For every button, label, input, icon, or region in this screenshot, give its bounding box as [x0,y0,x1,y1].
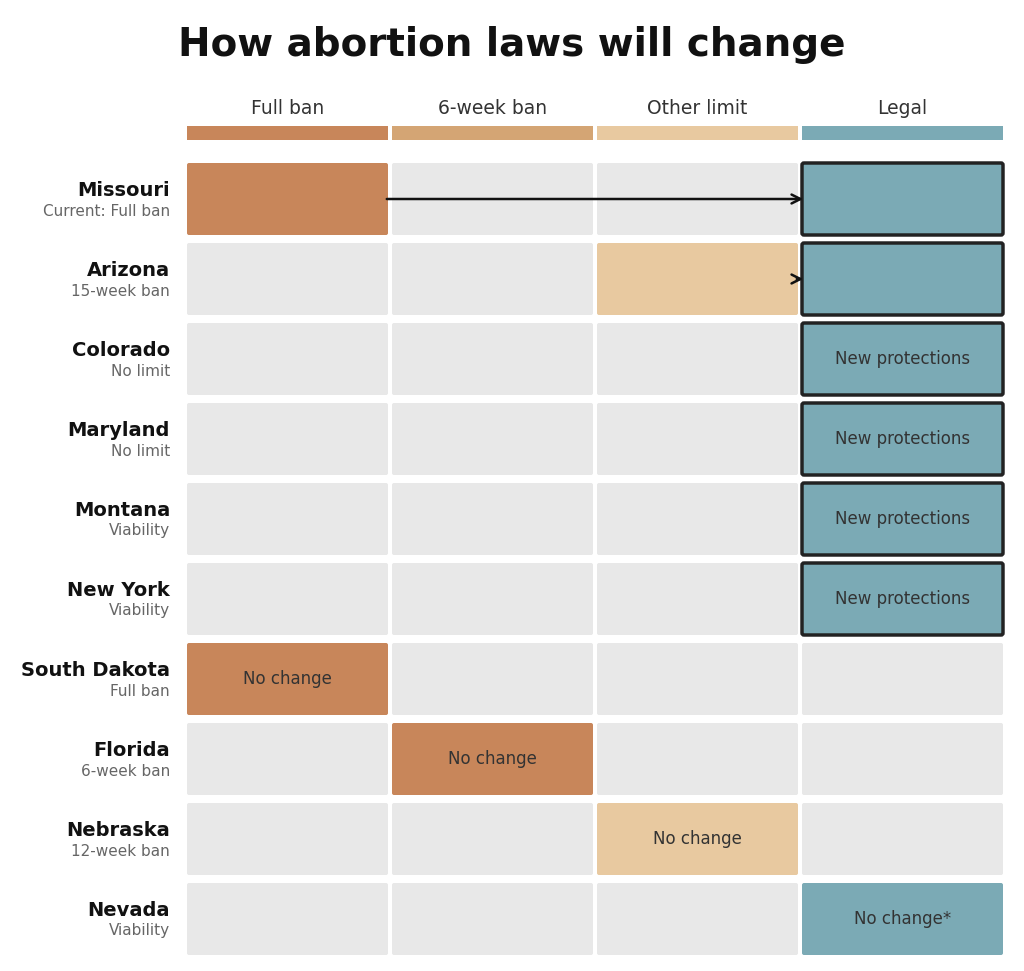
FancyBboxPatch shape [392,803,593,875]
Text: No change: No change [243,670,332,688]
Text: Viability: Viability [109,923,170,939]
FancyBboxPatch shape [187,243,388,315]
FancyBboxPatch shape [802,643,1002,715]
Bar [597,126,798,140]
FancyBboxPatch shape [187,483,388,555]
FancyBboxPatch shape [187,323,388,395]
Text: Full ban: Full ban [111,684,170,698]
Text: Viability: Viability [109,523,170,539]
Text: Full ban: Full ban [251,98,325,117]
FancyBboxPatch shape [597,163,798,235]
FancyBboxPatch shape [392,563,593,635]
FancyBboxPatch shape [187,563,388,635]
Text: No limit: No limit [111,444,170,458]
Text: New protections: New protections [835,430,970,448]
FancyBboxPatch shape [187,643,388,715]
FancyBboxPatch shape [392,883,593,955]
Text: Arizona: Arizona [87,261,170,281]
Text: Montana: Montana [74,501,170,520]
Text: 6-week ban: 6-week ban [81,763,170,779]
Text: How abortion laws will change: How abortion laws will change [178,26,846,64]
Text: Nebraska: Nebraska [67,821,170,841]
Text: Legal: Legal [878,98,928,117]
FancyBboxPatch shape [802,483,1002,555]
FancyBboxPatch shape [392,643,593,715]
Text: No limit: No limit [111,363,170,379]
Text: New York: New York [68,582,170,600]
FancyBboxPatch shape [802,723,1002,795]
FancyBboxPatch shape [392,403,593,475]
Text: New protections: New protections [835,510,970,528]
FancyBboxPatch shape [802,883,1002,955]
FancyBboxPatch shape [392,323,593,395]
FancyBboxPatch shape [597,323,798,395]
Text: No change*: No change* [854,910,951,928]
Text: 15-week ban: 15-week ban [72,284,170,298]
FancyBboxPatch shape [187,403,388,475]
Text: New protections: New protections [835,350,970,368]
FancyBboxPatch shape [802,403,1002,475]
FancyBboxPatch shape [802,563,1002,635]
FancyBboxPatch shape [597,563,798,635]
FancyBboxPatch shape [802,803,1002,875]
Bar [187,126,388,140]
Text: Other limit: Other limit [647,98,748,117]
Text: South Dakota: South Dakota [22,661,170,681]
Text: New protections: New protections [835,590,970,608]
Text: Nevada: Nevada [87,901,170,921]
FancyBboxPatch shape [187,723,388,795]
Text: 12-week ban: 12-week ban [72,844,170,858]
Bar [392,126,593,140]
FancyBboxPatch shape [597,803,798,875]
Bar [802,126,1002,140]
FancyBboxPatch shape [187,163,388,235]
FancyBboxPatch shape [597,643,798,715]
Text: Current: Full ban: Current: Full ban [43,204,170,218]
FancyBboxPatch shape [392,723,593,795]
Text: No change: No change [449,750,537,768]
Text: Florida: Florida [93,742,170,760]
Text: Colorado: Colorado [72,342,170,360]
FancyBboxPatch shape [802,323,1002,395]
FancyBboxPatch shape [802,163,1002,235]
FancyBboxPatch shape [597,483,798,555]
FancyBboxPatch shape [392,163,593,235]
FancyBboxPatch shape [597,403,798,475]
FancyBboxPatch shape [597,243,798,315]
Text: Viability: Viability [109,604,170,619]
FancyBboxPatch shape [392,483,593,555]
Text: Missouri: Missouri [78,182,170,200]
FancyBboxPatch shape [187,803,388,875]
Text: 6-week ban: 6-week ban [438,98,547,117]
Text: Maryland: Maryland [68,421,170,441]
Text: No change: No change [653,830,742,848]
FancyBboxPatch shape [597,723,798,795]
FancyBboxPatch shape [187,883,388,955]
FancyBboxPatch shape [802,243,1002,315]
FancyBboxPatch shape [392,243,593,315]
FancyBboxPatch shape [597,883,798,955]
